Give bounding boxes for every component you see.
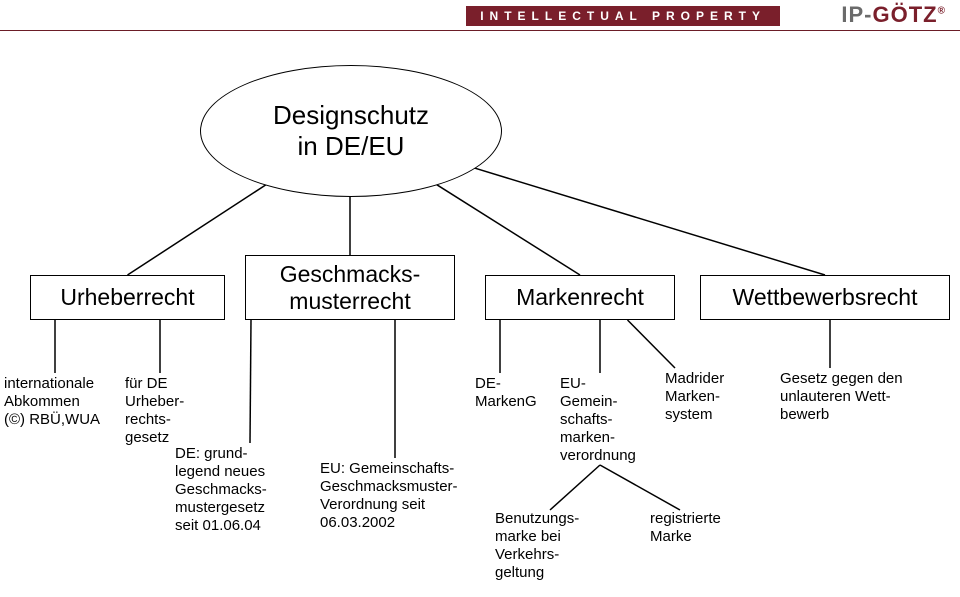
leaf-1: für DE Urheber- rechts- gesetz	[125, 375, 184, 447]
root-node-label: Designschutz in DE/EU	[273, 100, 429, 162]
leaf-3: EU: Gemeinschafts- Geschmacksmuster- Ver…	[320, 460, 458, 532]
node-urheber: Urheberrecht	[30, 275, 225, 320]
node-marken: Markenrecht	[485, 275, 675, 320]
leaf-2: DE: grund- legend neues Geschmacks- must…	[175, 445, 267, 535]
leaf-0: internationale Abkommen (©) RBÜ,WUA	[4, 375, 100, 429]
node-wettb: Wettbewerbsrecht	[700, 275, 950, 320]
leaf-5: EU- Gemein- schafts- marken- verordnung	[560, 375, 636, 465]
leaf-6: Madrider Marken- system	[665, 370, 724, 424]
leaf-7: Gesetz gegen den unlauteren Wett- bewerb	[780, 370, 903, 424]
root-node: Designschutz in DE/EU	[200, 65, 502, 197]
subleaf-1: registrierte Marke	[650, 510, 721, 546]
leaf-4: DE- MarkenG	[475, 375, 537, 411]
node-geschmack: Geschmacks- musterrecht	[245, 255, 455, 320]
subleaf-0: Benutzungs- marke bei Verkehrs- geltung	[495, 510, 579, 582]
